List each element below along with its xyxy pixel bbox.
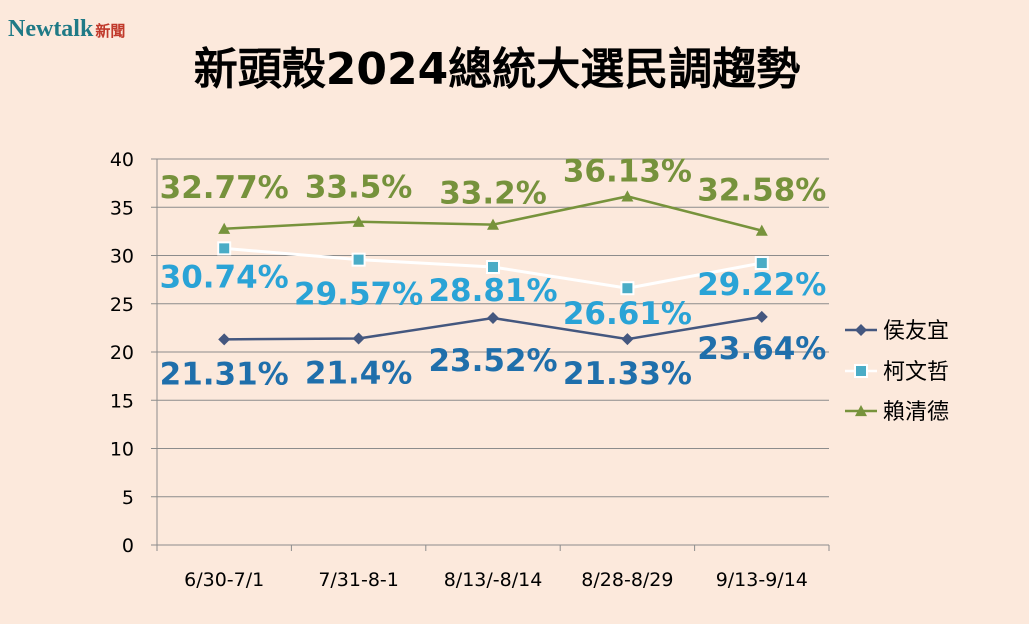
data-label: 21.4% [305,355,413,391]
data-marker [217,241,232,256]
data-marker [351,252,366,267]
data-label: 21.33% [563,356,692,392]
logo-brand: Newtalk [8,16,94,42]
legend-marker [854,364,868,378]
y-tick-label: 30 [110,246,134,268]
marker-fill [756,258,767,269]
y-tick-label: 15 [110,390,134,412]
data-marker [218,222,231,234]
data-label: 29.22% [697,267,826,303]
data-marker [352,332,365,345]
newtalk-logo: Newtalk 新聞 [8,16,125,43]
series-markers [217,190,769,346]
legend-item: 柯文哲 [845,360,949,385]
data-marker [621,190,634,202]
legend-item: 賴清德 [845,400,949,425]
data-label: 36.13% [563,153,692,189]
data-marker [218,333,231,346]
x-tick-label: 8/28-8/29 [581,569,673,591]
data-marker [487,218,499,230]
y-tick-label: 10 [110,439,134,461]
legend-label: 侯友宜 [883,319,949,344]
data-marker [755,310,768,323]
data-label: 33.5% [305,170,413,206]
logo-sub: 新聞 [95,24,126,40]
data-label: 30.74% [160,259,289,295]
data-label: 23.52% [428,343,557,379]
y-tick-label: 5 [122,487,134,509]
x-tick-label: 6/30-7/1 [184,569,264,591]
data-label: 32.77% [160,170,289,206]
y-tick-label: 40 [110,149,134,171]
chart-title: 新頭殼2024總統大選民調趨勢 [194,44,800,95]
y-tick-label: 25 [110,294,134,316]
data-marker [755,224,768,236]
data-label: 21.31% [160,356,289,392]
data-marker [486,259,500,274]
x-tick-label: 7/31-8-1 [318,569,399,591]
data-label: 26.61% [563,296,692,332]
data-marker [620,281,635,296]
axes: 0 5 10 15 20 25 30 35 40 6/30-7/1 7/31-8-1 8/13/-8/… [110,149,830,591]
x-tick-label: 8/13/-8/14 [444,569,543,591]
legend-marker [855,324,867,336]
legend-marker [855,405,867,417]
x-tick-label: 9/13-9/14 [716,569,808,591]
data-marker [352,215,365,227]
legend-label: 柯文哲 [883,360,949,385]
marker-fill [219,243,230,254]
data-label: 33.2% [439,176,547,212]
y-tick-label: 20 [110,342,134,364]
grid [157,158,829,498]
marker-fill [353,254,364,265]
data-label: 29.57% [294,277,423,313]
data-marker [487,312,499,325]
legend-label: 賴清德 [883,400,949,425]
data-marker [754,256,769,271]
data-labels: 21.31% 21.4% 23.52% 21.33%23.64% 30.74% 29.57… [160,153,827,392]
marker-fill [488,261,498,272]
legend-item: 侯友宜 [845,319,949,344]
data-label: 32.58% [697,173,826,209]
data-marker [621,333,634,346]
y-tick-label: 35 [110,197,134,219]
y-tick-label: 0 [122,535,134,557]
marker-fill [622,283,633,294]
marker-fill [856,366,866,376]
data-label: 28.81% [428,273,557,309]
data-label: 23.64% [697,331,826,367]
